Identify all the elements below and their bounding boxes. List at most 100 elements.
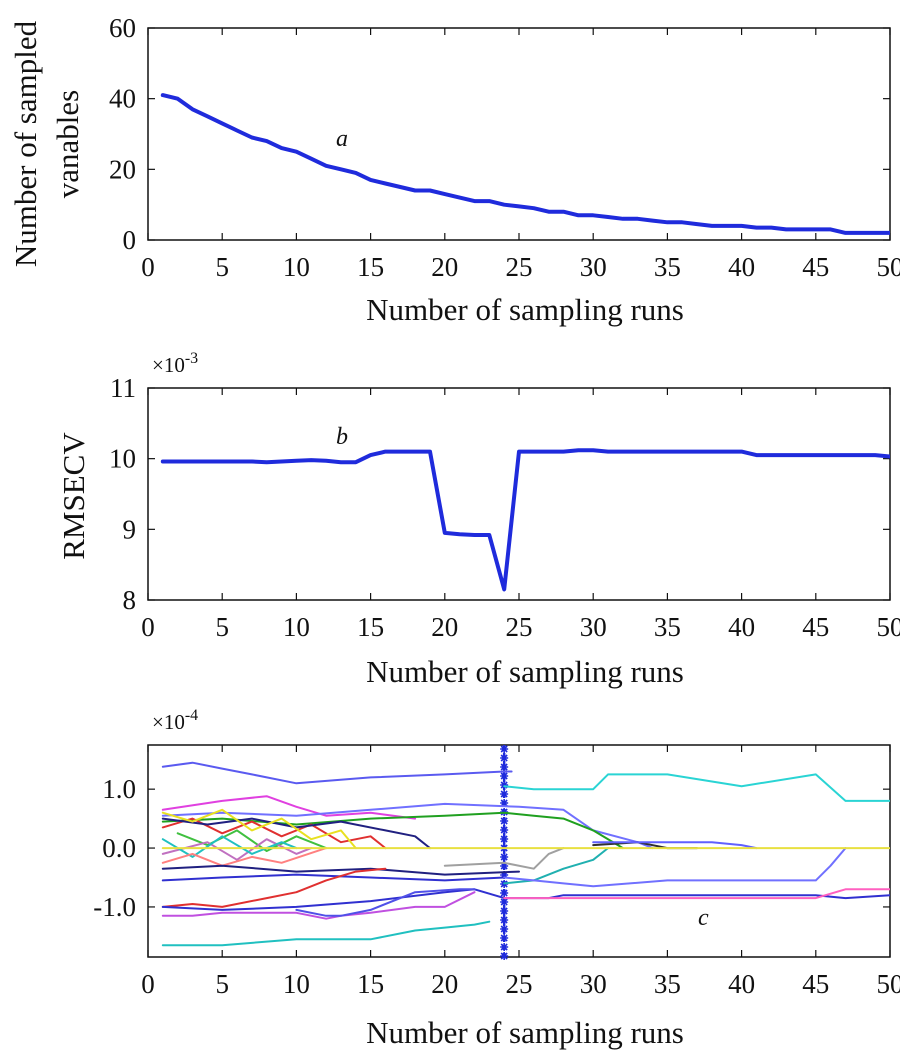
x-tick-label: 0: [141, 252, 155, 282]
series-line-coef13: [443, 847, 565, 870]
series-line-coef3: [161, 795, 417, 820]
selected-run-marker: [500, 871, 509, 879]
x-tick-label: 0: [141, 969, 155, 999]
panel-letter: b: [336, 424, 348, 450]
axis-exponent-power: -3: [185, 350, 198, 367]
series-line-coef16: [161, 864, 520, 876]
y-tick-label: 40: [109, 84, 136, 114]
series-group: [161, 761, 890, 947]
y-tick-label: 1.0: [102, 774, 136, 804]
selected-run-marker: [500, 754, 509, 762]
selected-run-marker: [500, 772, 509, 780]
x-tick-label: 50: [877, 252, 900, 282]
selected-run-marker: [500, 853, 509, 861]
panel-letter: c: [698, 905, 709, 931]
x-tick-label: 25: [506, 252, 533, 282]
x-tick-label: 10: [283, 969, 310, 999]
selected-run-marker: [500, 889, 509, 897]
selected-run-marker: [500, 898, 509, 906]
selected-run-marker: [500, 925, 509, 933]
selected-run-marker: [500, 817, 509, 825]
selected-run-marker: [500, 781, 509, 789]
y-axis-label-line: vanables: [50, 90, 85, 198]
axis-exponent: ×10-3: [152, 350, 198, 377]
x-tick-label: 20: [431, 969, 458, 999]
x-tick-label: 45: [802, 612, 829, 642]
selected-run-marker: [500, 826, 509, 834]
series-line-coef4: [161, 802, 654, 850]
x-tick-label: 15: [357, 612, 384, 642]
y-tick-label: 20: [109, 154, 136, 184]
series-group: [160, 448, 890, 592]
y-tick-label: 10: [109, 444, 136, 474]
x-tick-label: 40: [728, 612, 755, 642]
selected-run-marker: [500, 934, 509, 942]
selected-run-marker: [500, 745, 509, 753]
y-tick-label: 0: [123, 225, 137, 255]
series-group: [160, 93, 890, 235]
selected-run-marker: [500, 799, 509, 807]
selected-run-marker: [500, 862, 509, 870]
series-line-coef22: [161, 891, 476, 920]
panel-b: 0 5 10 15 20 25 30 35 40 45 50 8 9 10 11 Number of samp…: [56, 350, 900, 689]
x-tick-label: 50: [877, 969, 900, 999]
series-line-coef15: [592, 841, 758, 850]
series-line-coef21: [161, 888, 890, 911]
x-tick-label: 35: [654, 612, 681, 642]
series-line-coef5: [161, 811, 624, 850]
series-line-coef19: [503, 847, 847, 888]
axis-exponent: ×10-4: [152, 707, 198, 734]
selected-run-marker: [500, 835, 509, 843]
series-line-RMSECV: [160, 448, 890, 592]
x-tick-label: 45: [802, 969, 829, 999]
y-tick-label: -1.0: [93, 892, 136, 922]
series-line-coef20: [161, 867, 387, 908]
x-tick-label: 20: [431, 252, 458, 282]
series-line-coef25: [161, 920, 491, 947]
y-tick-label: 11: [110, 373, 136, 403]
series-line-coef12: [161, 847, 328, 867]
selected-run-marker: [500, 916, 509, 924]
x-tick-label: 30: [580, 612, 607, 642]
y-axis-label: RMSECV: [56, 432, 91, 560]
selected-run-marker: [500, 952, 509, 960]
series-line-coef2: [503, 773, 890, 802]
x-tick-label: 10: [283, 612, 310, 642]
panel-c: 0 5 10 15 20 25 30 35 40 45 50 -1.0 0.0 1.0 Number of …: [93, 707, 900, 1050]
x-tick-label: 30: [580, 252, 607, 282]
selected-run-marker: [500, 943, 509, 951]
x-tick-label: 15: [357, 969, 384, 999]
x-tick-label: 35: [654, 969, 681, 999]
x-axis-label: Number of sampling runs: [366, 654, 684, 689]
x-tick-label: 45: [802, 252, 829, 282]
series-line-coef1: [161, 761, 513, 785]
selected-run-marker: [500, 907, 509, 915]
series-line-sampled variables: [160, 93, 890, 235]
y-tick-label: 9: [123, 514, 137, 544]
panel-a: 0 5 10 15 20 25 30 35 40 45 50 0 20 40 60 Number of sam…: [8, 13, 900, 327]
y-tick-label: 60: [109, 13, 136, 43]
y-tick-label: 8: [123, 585, 137, 615]
series-line-coef18: [503, 847, 609, 885]
x-tick-label: 25: [506, 612, 533, 642]
x-tick-label: 35: [654, 252, 681, 282]
panel-letter: a: [336, 126, 348, 152]
x-tick-label: 30: [580, 969, 607, 999]
x-tick-label: 0: [141, 612, 155, 642]
y-tick-label: 0.0: [102, 833, 136, 863]
series-line-coef8: [161, 808, 357, 850]
y-axis-label-line: Number of sampled: [8, 20, 43, 267]
series-line-coef23: [295, 888, 476, 917]
x-tick-label: 40: [728, 969, 755, 999]
series-line-coef24: [503, 888, 890, 900]
x-tick-label: 5: [215, 612, 229, 642]
axis-exponent-power: -4: [185, 707, 198, 724]
series-line-coef10: [161, 838, 313, 861]
series-line-coef11: [161, 835, 298, 858]
x-tick-label: 15: [357, 252, 384, 282]
series-line-coef17: [161, 873, 506, 882]
x-tick-label: 5: [215, 252, 229, 282]
x-tick-label: 40: [728, 252, 755, 282]
selected-run-marker: [500, 790, 509, 798]
